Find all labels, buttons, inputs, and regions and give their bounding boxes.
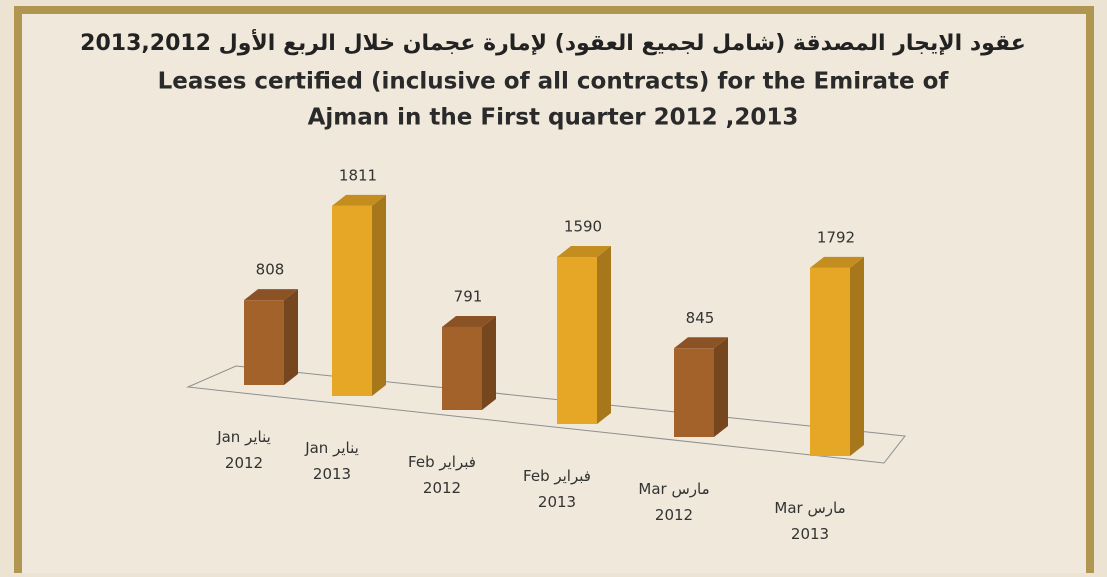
chart-subtitle: Leases certified (inclusive of all contr… <box>158 69 950 95</box>
bar-side <box>482 315 496 410</box>
bar-side <box>284 289 298 385</box>
x-tick-label-line: 2012 <box>225 454 263 472</box>
bar <box>674 337 728 437</box>
bar-top <box>674 337 728 349</box>
chart-title: عقود الإيجار المصدقة (شامل لجميع العقود)… <box>80 28 1026 56</box>
x-tick-label: Feb فبراير 2012 <box>408 453 476 497</box>
bar <box>442 315 496 410</box>
floor-plane <box>186 365 906 464</box>
x-tick-label-line: Jan يناير <box>216 428 271 446</box>
bar-top <box>557 246 611 258</box>
x-tick-label-line: Mar مارس <box>774 499 845 517</box>
bar-side <box>372 194 386 396</box>
bar-side <box>597 246 611 424</box>
bar-top <box>332 194 386 206</box>
chart-subtitle: Ajman in the First quarter 2012 ,2013 <box>308 105 799 131</box>
bar <box>332 194 386 396</box>
bar-top <box>244 289 298 301</box>
frame <box>14 6 1094 577</box>
x-tick-label: Mar مارس 2013 <box>774 499 845 543</box>
bar-top <box>442 315 496 327</box>
bar-front <box>557 257 597 424</box>
x-tick-label-line: Feb فبراير <box>408 453 476 471</box>
x-tick-label-line: 2013 <box>538 493 576 511</box>
bar-front <box>244 300 284 385</box>
x-tick-label-line: 2012 <box>423 479 461 497</box>
bar-front <box>442 326 482 410</box>
bar-front <box>332 205 372 396</box>
x-tick-label-line: Jan يناير <box>304 439 359 457</box>
x-tick-label: Jan يناير 2012 <box>216 428 271 472</box>
x-tick-label: Jan يناير 2013 <box>304 439 359 483</box>
data-label: 791 <box>454 287 483 305</box>
bar <box>244 289 298 385</box>
x-tick-label-line: 2012 <box>655 506 693 524</box>
x-tick-label: Feb فبراير 2013 <box>523 467 591 511</box>
x-tick-label-line: 2013 <box>791 525 829 543</box>
bar-top <box>810 256 864 268</box>
bar-side <box>850 256 864 456</box>
bar-side <box>714 337 728 437</box>
x-tick-label-line: Mar مارس <box>638 480 709 498</box>
bar-front <box>810 267 850 456</box>
data-label: 808 <box>256 261 285 279</box>
x-tick-label: Mar مارس 2012 <box>638 480 709 524</box>
data-label: 1811 <box>339 166 377 184</box>
bar-front <box>674 348 714 437</box>
x-tick-label-line: Feb فبراير <box>523 467 591 485</box>
x-tick-label-line: 2013 <box>313 465 351 483</box>
data-label: 845 <box>686 309 715 327</box>
data-label: 1590 <box>564 218 602 236</box>
bar <box>557 246 611 424</box>
bar <box>810 256 864 456</box>
data-label: 1792 <box>817 228 855 246</box>
